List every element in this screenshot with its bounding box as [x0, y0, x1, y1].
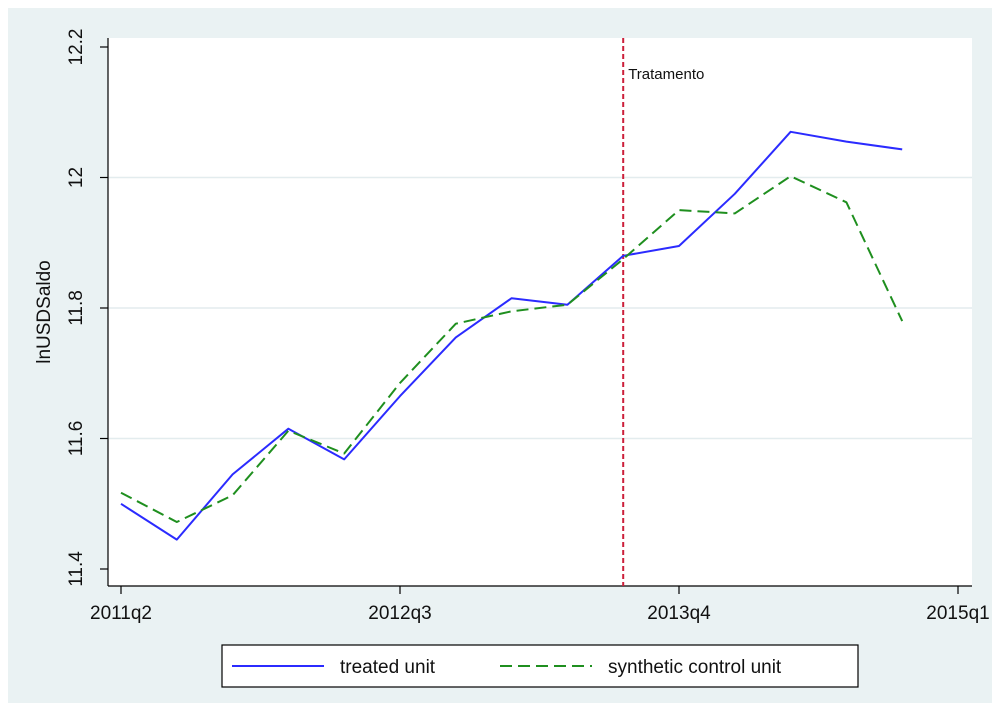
y-tick-label: 11.8: [66, 290, 87, 326]
annotations: Tratamento: [622, 38, 704, 586]
series-lines: [120, 130, 904, 541]
legend-label: treated unit: [340, 657, 436, 678]
y-tick-label: 12.2: [66, 29, 87, 66]
legend: treated unit synthetic control unit: [221, 644, 859, 688]
plot-area: [108, 38, 972, 586]
y-axis: 11.4 11.6 11.8 12 12.2: [66, 29, 109, 587]
y-tick-label: 11.6: [66, 421, 87, 457]
x-tick-label: 2011q2: [90, 603, 152, 624]
y-tick-label: 11.4: [66, 551, 87, 587]
legend-label: synthetic control unit: [608, 657, 782, 678]
x-tick-label: 2013q4: [647, 603, 711, 624]
x-tick-label: 2015q1: [926, 603, 989, 624]
series-treated-line: [120, 130, 903, 541]
y-tick-label: 12: [66, 167, 87, 188]
y-axis-label: lnUSDSaldo: [34, 260, 55, 364]
x-axis: 2011q2 2012q3 2013q4 2015q1: [90, 585, 990, 624]
treatment-label: Tratamento: [628, 66, 704, 83]
x-tick-label: 2012q3: [368, 603, 431, 624]
series-synthetic-line: [120, 175, 904, 523]
